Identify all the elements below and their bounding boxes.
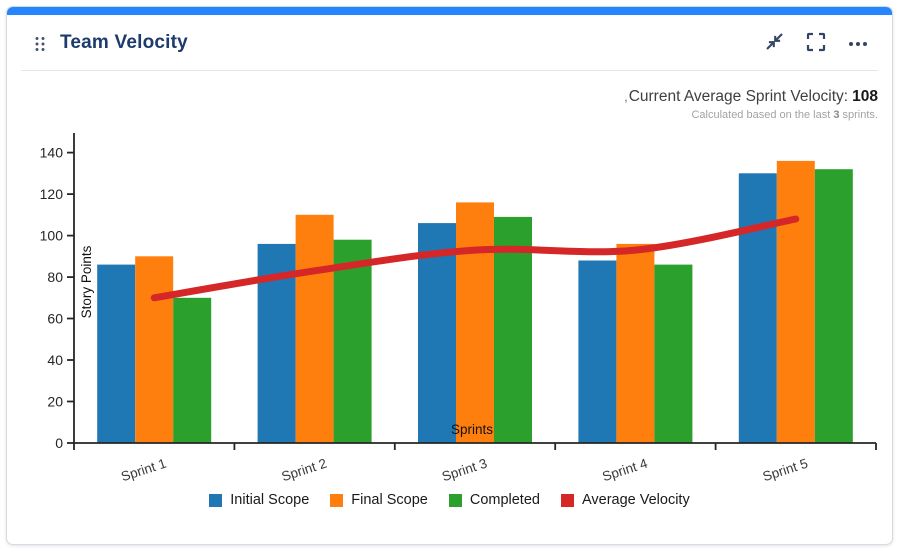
legend-label: Final Scope — [351, 492, 428, 508]
legend-label: Average Velocity — [581, 492, 690, 508]
average-velocity-line[interactable] — [150, 215, 800, 302]
y-axis-tick-label: 0 — [55, 435, 63, 451]
fullscreen-button[interactable] — [805, 32, 827, 54]
bar-final-scope-sprint-3[interactable] — [456, 202, 494, 443]
collapse-icon — [765, 32, 784, 54]
bar-completed-sprint-4[interactable] — [654, 264, 693, 443]
y-axis-tick-label: 120 — [40, 186, 64, 202]
bar-final-scope-sprint-2[interactable] — [295, 214, 334, 443]
legend-swatch-icon — [209, 493, 223, 507]
summary-value: 108 — [852, 88, 878, 105]
y-axis-tick-label: 100 — [40, 228, 64, 244]
stray-mark: , — [624, 89, 628, 104]
legend-swatch-icon — [560, 493, 574, 507]
more-options-icon — [848, 36, 868, 51]
x-axis-tick-label-sprint-4: Sprint 4 — [600, 455, 649, 482]
bar-final-scope-sprint-5[interactable] — [776, 160, 815, 443]
bar-completed-sprint-1[interactable] — [173, 297, 212, 443]
y-axis-title: Story Points — [79, 245, 94, 318]
summary-caption: Calculated based on the last 3 sprints. — [624, 109, 878, 121]
collapse-button[interactable] — [763, 32, 785, 54]
header-actions — [763, 32, 869, 54]
bar-initial-scope-sprint-3[interactable] — [418, 223, 456, 443]
chart-legend: Initial Scope Final Scope Completed Average… — [0, 492, 899, 508]
bar-initial-scope-sprint-4[interactable] — [578, 260, 617, 444]
caption-suffix: sprints. — [842, 109, 878, 121]
velocity-summary: ,Current Average Sprint Velocity: 108 Cal… — [624, 88, 878, 121]
legend-swatch-icon — [448, 493, 462, 507]
y-axis-tick-label: 80 — [47, 269, 63, 285]
legend-swatch-icon — [330, 493, 344, 507]
drag-handle-icon[interactable] — [34, 36, 46, 52]
legend-label: Initial Scope — [230, 492, 310, 508]
x-axis-tick-label-sprint-5: Sprint 5 — [761, 456, 810, 482]
x-axis-tick-label-sprint-1: Sprint 1 — [119, 456, 168, 482]
more-options-button[interactable] — [847, 32, 869, 54]
summary-label: Current Average Sprint Velocity: — [628, 88, 849, 105]
bar-completed-sprint-3[interactable] — [494, 216, 532, 443]
accent-bar — [7, 7, 892, 15]
y-axis-tick-label: 20 — [47, 394, 63, 410]
bar-initial-scope-sprint-5[interactable] — [738, 173, 777, 444]
legend-item-initial-scope[interactable]: Initial Scope — [209, 492, 309, 508]
bar-final-scope-sprint-4[interactable] — [616, 243, 655, 443]
y-axis-tick-label: 40 — [47, 352, 63, 368]
bar-completed-sprint-2[interactable] — [333, 239, 372, 443]
bar-completed-sprint-5[interactable] — [814, 169, 853, 443]
x-axis-tick-label-sprint-3: Sprint 3 — [440, 456, 489, 482]
legend-item-final-scope[interactable]: Final Scope — [330, 492, 428, 508]
legend-item-average-velocity[interactable]: Average Velocity — [560, 492, 690, 508]
y-axis-tick-label: 60 — [47, 311, 63, 327]
legend-label: Completed — [469, 492, 540, 508]
x-axis-title: Sprints — [451, 422, 493, 437]
fullscreen-icon — [806, 32, 826, 55]
velocity-chart: 0 20 40 60 80 100 120 140 Sprint 1 Sprint 2 Sprint… — [40, 133, 877, 484]
widget-header: Team Velocity — [6, 14, 893, 70]
chart-area: 0 20 40 60 80 100 120 140 Sprint 1 Sprint 2 Sprint… — [0, 122, 899, 484]
x-axis-tick-label-sprint-2: Sprint 2 — [280, 456, 329, 482]
caption-prefix: Calculated based on the last — [691, 109, 831, 121]
caption-sprint-count: 3 — [833, 109, 840, 121]
bar-initial-scope-sprint-1[interactable] — [97, 264, 136, 443]
bar-final-scope-sprint-1[interactable] — [135, 256, 174, 443]
summary-line: ,Current Average Sprint Velocity: 108 — [624, 88, 878, 106]
page-title: Team Velocity — [60, 32, 188, 53]
legend-item-completed[interactable]: Completed — [448, 492, 540, 508]
y-axis-tick-label: 140 — [40, 145, 64, 161]
header-divider — [21, 70, 878, 71]
